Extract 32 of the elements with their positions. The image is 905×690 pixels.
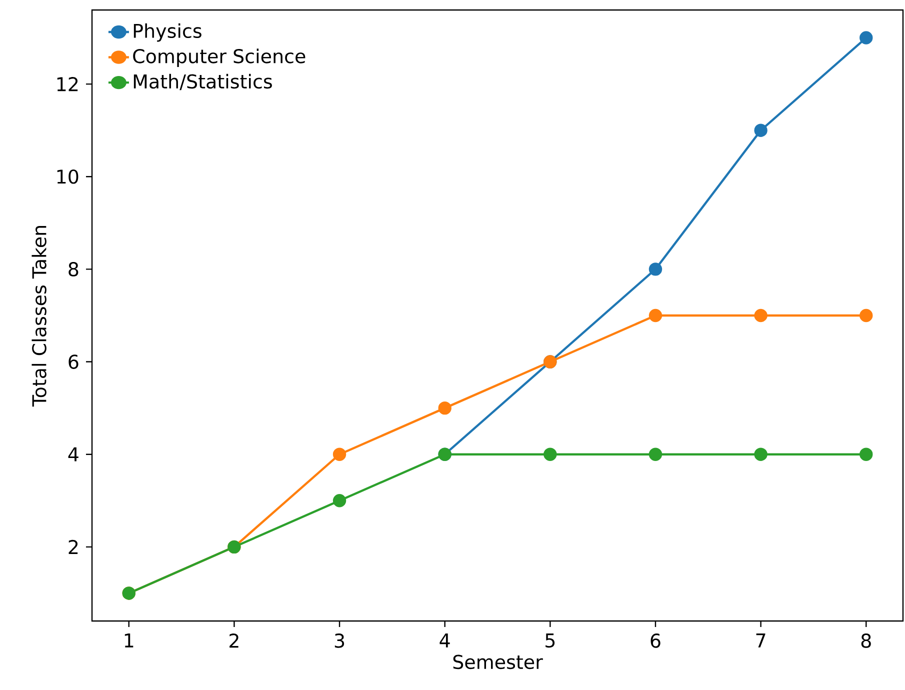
point: [648, 448, 662, 461]
point: [332, 448, 346, 461]
x-tick-label: 2: [230, 634, 238, 648]
x-tick-label: 5: [546, 634, 555, 648]
legend-label: Physics: [134, 23, 202, 42]
y-tick-label: 12: [57, 77, 78, 92]
legend-label: Computer Science: [133, 48, 306, 68]
point: [860, 31, 873, 44]
point: [754, 124, 768, 137]
y-tick-label: 6: [68, 354, 78, 369]
point: [754, 308, 768, 322]
x-tick-label: 3: [334, 634, 344, 648]
y-tick-label: 4: [68, 447, 78, 462]
x-tick-label: 6: [650, 634, 660, 648]
y-tick-label: 2: [68, 540, 78, 554]
point: [648, 308, 662, 322]
legend-label: Math/Statistics: [134, 74, 272, 90]
y-tick-label: 10: [57, 169, 78, 184]
x-tick-label: 7: [756, 634, 766, 648]
point: [648, 262, 662, 276]
point: [860, 448, 873, 461]
x-axis-title: Semester: [453, 654, 543, 670]
point: [332, 494, 346, 508]
x-tick-label: 8: [861, 634, 871, 648]
point: [754, 448, 768, 461]
y-tick-label: 8: [68, 262, 78, 276]
y-axis-title: Total Classes Taken: [32, 226, 46, 407]
x-tick-label: 4: [440, 634, 450, 648]
point: [438, 401, 452, 415]
x-tick-label: 1: [124, 634, 134, 648]
point: [860, 308, 873, 322]
point: [544, 448, 557, 461]
